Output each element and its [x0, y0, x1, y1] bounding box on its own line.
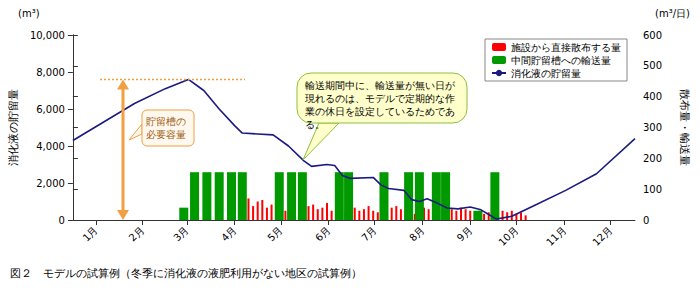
- svg-text:0: 0: [59, 215, 65, 226]
- svg-text:4,000: 4,000: [36, 141, 65, 152]
- svg-text:施設から直接散布する量: 施設から直接散布する量: [511, 42, 621, 53]
- svg-text:(m³/日): (m³/日): [655, 8, 690, 19]
- svg-text:業の休日を設定しているためであ: 業の休日を設定しているためであ: [305, 106, 455, 117]
- svg-text:500: 500: [643, 60, 662, 71]
- svg-text:必要容量: 必要容量: [146, 129, 186, 140]
- svg-text:300: 300: [643, 122, 662, 133]
- svg-text:中間貯留槽への輸送量: 中間貯留槽への輸送量: [511, 55, 611, 66]
- svg-text:消化液の貯留量: 消化液の貯留量: [511, 68, 581, 79]
- svg-text:8月: 8月: [407, 224, 426, 243]
- svg-text:12月: 12月: [590, 224, 614, 248]
- svg-text:4月: 4月: [219, 224, 238, 243]
- svg-text:7月: 7月: [359, 224, 378, 243]
- svg-text:600: 600: [643, 30, 662, 41]
- svg-text:400: 400: [643, 91, 662, 102]
- svg-text:6,000: 6,000: [36, 104, 65, 115]
- svg-text:3月: 3月: [171, 224, 190, 243]
- svg-text:0: 0: [643, 215, 649, 226]
- svg-text:200: 200: [643, 153, 662, 164]
- svg-text:散布量・輸送量: 散布量・輸送量: [678, 89, 691, 166]
- svg-text:11月: 11月: [544, 224, 568, 248]
- svg-text:る。: る。: [305, 119, 325, 130]
- svg-text:100: 100: [643, 184, 662, 195]
- svg-text:2月: 2月: [127, 224, 146, 243]
- svg-text:1月: 1月: [81, 224, 100, 243]
- svg-text:10,000: 10,000: [30, 30, 65, 41]
- svg-text:貯留槽の: 貯留槽の: [146, 116, 186, 127]
- svg-text:6月: 6月: [313, 224, 332, 243]
- svg-text:9月: 9月: [455, 224, 474, 243]
- svg-text:5月: 5月: [265, 224, 284, 243]
- svg-text:8,000: 8,000: [36, 67, 65, 78]
- svg-text:消化液の貯留量: 消化液の貯留量: [7, 89, 20, 166]
- svg-text:2,000: 2,000: [36, 178, 65, 189]
- svg-text:図２ モデルの試算例（冬季に消化液の液肥利用がない地区の試算: 図２ モデルの試算例（冬季に消化液の液肥利用がない地区の試算例）: [10, 267, 362, 280]
- svg-text:現れるのは、モデルで定期的な作: 現れるのは、モデルで定期的な作: [305, 93, 455, 104]
- svg-text:輸送期間中に、輸送量が無い日が: 輸送期間中に、輸送量が無い日が: [305, 80, 456, 91]
- svg-text:(m³): (m³): [18, 8, 40, 19]
- svg-text:10月: 10月: [496, 224, 520, 248]
